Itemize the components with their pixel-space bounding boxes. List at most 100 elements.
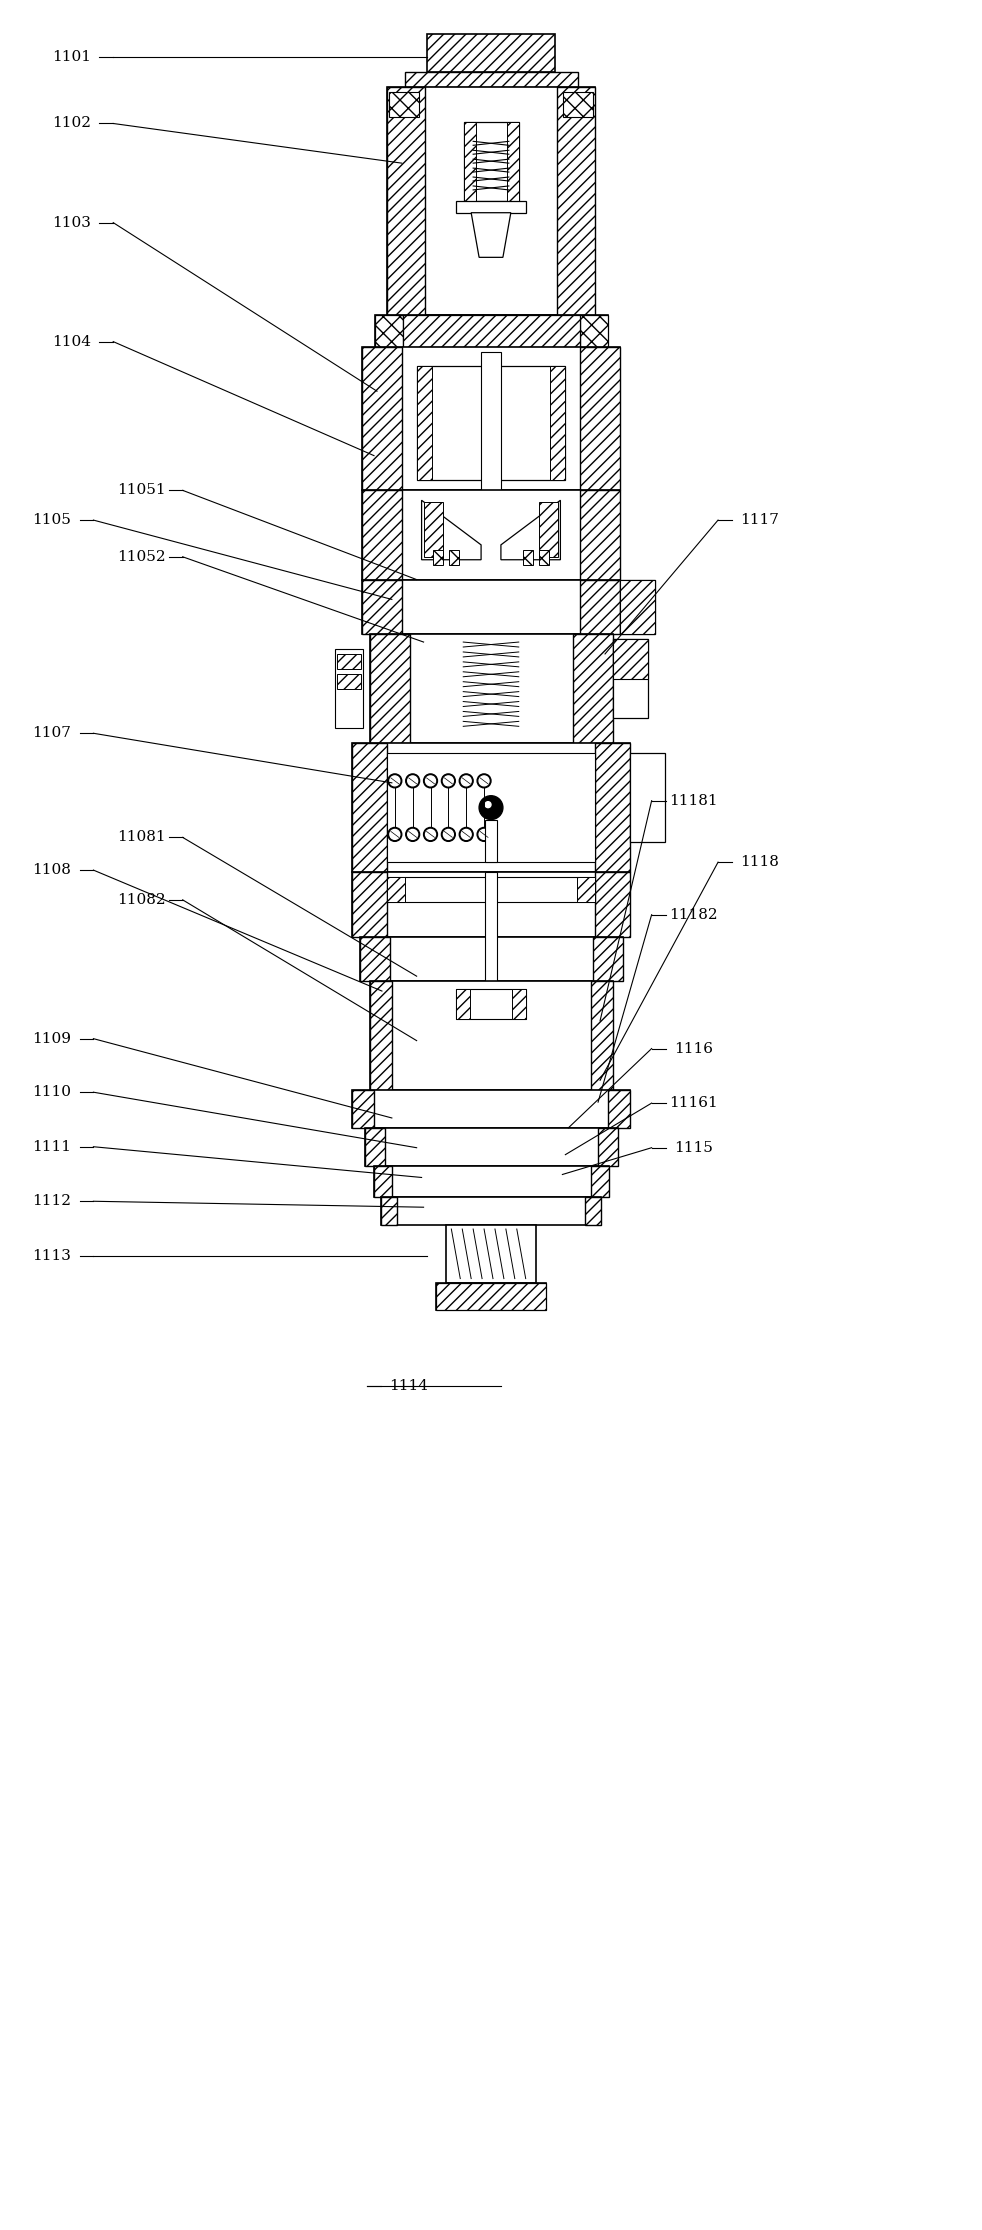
Bar [335, 649, 363, 729]
Bar [433, 551, 444, 564]
Bar [591, 981, 613, 1090]
Circle shape [444, 776, 454, 785]
Polygon shape [471, 212, 511, 256]
Bar [620, 580, 655, 633]
Bar [595, 872, 629, 937]
Bar [353, 743, 629, 872]
Bar [613, 640, 648, 678]
Circle shape [479, 776, 489, 785]
Circle shape [479, 796, 503, 821]
Circle shape [477, 827, 491, 841]
Bar [375, 314, 403, 346]
Bar [577, 876, 595, 901]
Bar [365, 1128, 618, 1166]
Bar [403, 314, 580, 346]
Text: 11081: 11081 [117, 830, 165, 845]
Bar [353, 1090, 374, 1128]
Bar [416, 366, 431, 479]
Circle shape [388, 774, 402, 787]
Bar [381, 1198, 601, 1224]
Circle shape [423, 827, 437, 841]
Bar [580, 491, 620, 580]
Bar [629, 754, 665, 843]
Bar [374, 1166, 609, 1198]
Bar [416, 366, 566, 479]
Text: 1114: 1114 [389, 1378, 428, 1394]
Bar [485, 872, 497, 1180]
Bar [457, 990, 470, 1019]
Text: 11082: 11082 [117, 892, 165, 908]
Bar [485, 821, 497, 863]
Text: 1109: 1109 [32, 1032, 72, 1046]
Circle shape [444, 830, 454, 838]
Circle shape [479, 830, 489, 838]
Bar [598, 1128, 618, 1166]
Bar [580, 580, 620, 633]
Bar [464, 120, 518, 201]
Bar [370, 633, 409, 743]
Bar [362, 580, 620, 633]
Circle shape [477, 774, 491, 787]
Circle shape [390, 776, 400, 785]
Bar [387, 876, 405, 901]
Bar [573, 633, 613, 743]
Circle shape [408, 776, 417, 785]
Bar [387, 87, 424, 314]
Bar [593, 937, 623, 981]
Bar [436, 1282, 546, 1311]
Bar [353, 872, 387, 937]
Text: 1118: 1118 [740, 854, 779, 870]
Bar [370, 633, 613, 743]
Circle shape [442, 827, 456, 841]
Bar [591, 1166, 609, 1198]
Bar [370, 981, 392, 1090]
Bar [538, 551, 549, 564]
Bar [362, 346, 620, 491]
Text: 1103: 1103 [52, 216, 91, 230]
Bar [447, 1224, 535, 1282]
Bar [360, 937, 623, 981]
Text: 11051: 11051 [117, 484, 165, 497]
Bar [538, 502, 559, 558]
Text: 1105: 1105 [32, 513, 72, 526]
Circle shape [485, 801, 491, 807]
Bar [365, 1128, 385, 1166]
Bar [613, 640, 648, 718]
Bar [580, 346, 620, 491]
Bar [436, 1282, 546, 1311]
Bar [426, 33, 556, 71]
Circle shape [462, 776, 471, 785]
Text: 11161: 11161 [669, 1097, 718, 1111]
Bar [362, 346, 402, 491]
Circle shape [390, 830, 400, 838]
Bar [337, 653, 361, 669]
Text: 11181: 11181 [669, 794, 718, 807]
Circle shape [482, 798, 500, 816]
Bar [507, 120, 518, 201]
Text: 1110: 1110 [32, 1086, 72, 1099]
Circle shape [406, 827, 419, 841]
Bar [353, 1090, 629, 1128]
Circle shape [423, 774, 437, 787]
Text: 1117: 1117 [740, 513, 779, 526]
Text: 1108: 1108 [32, 863, 72, 876]
Bar [389, 91, 418, 116]
Bar [620, 580, 655, 633]
Bar [387, 876, 595, 901]
Circle shape [408, 830, 417, 838]
Bar [595, 743, 629, 872]
Bar [387, 87, 595, 314]
Circle shape [462, 830, 471, 838]
Text: 11052: 11052 [117, 551, 165, 564]
Circle shape [425, 776, 435, 785]
Bar [381, 1198, 397, 1224]
Bar [608, 1090, 629, 1128]
Bar [353, 872, 629, 937]
Text: 1112: 1112 [32, 1195, 72, 1209]
Bar [450, 551, 460, 564]
Text: 11182: 11182 [669, 908, 718, 921]
Text: 1102: 1102 [52, 116, 91, 132]
Bar [585, 1198, 601, 1224]
Polygon shape [421, 500, 481, 560]
Bar [387, 754, 595, 863]
